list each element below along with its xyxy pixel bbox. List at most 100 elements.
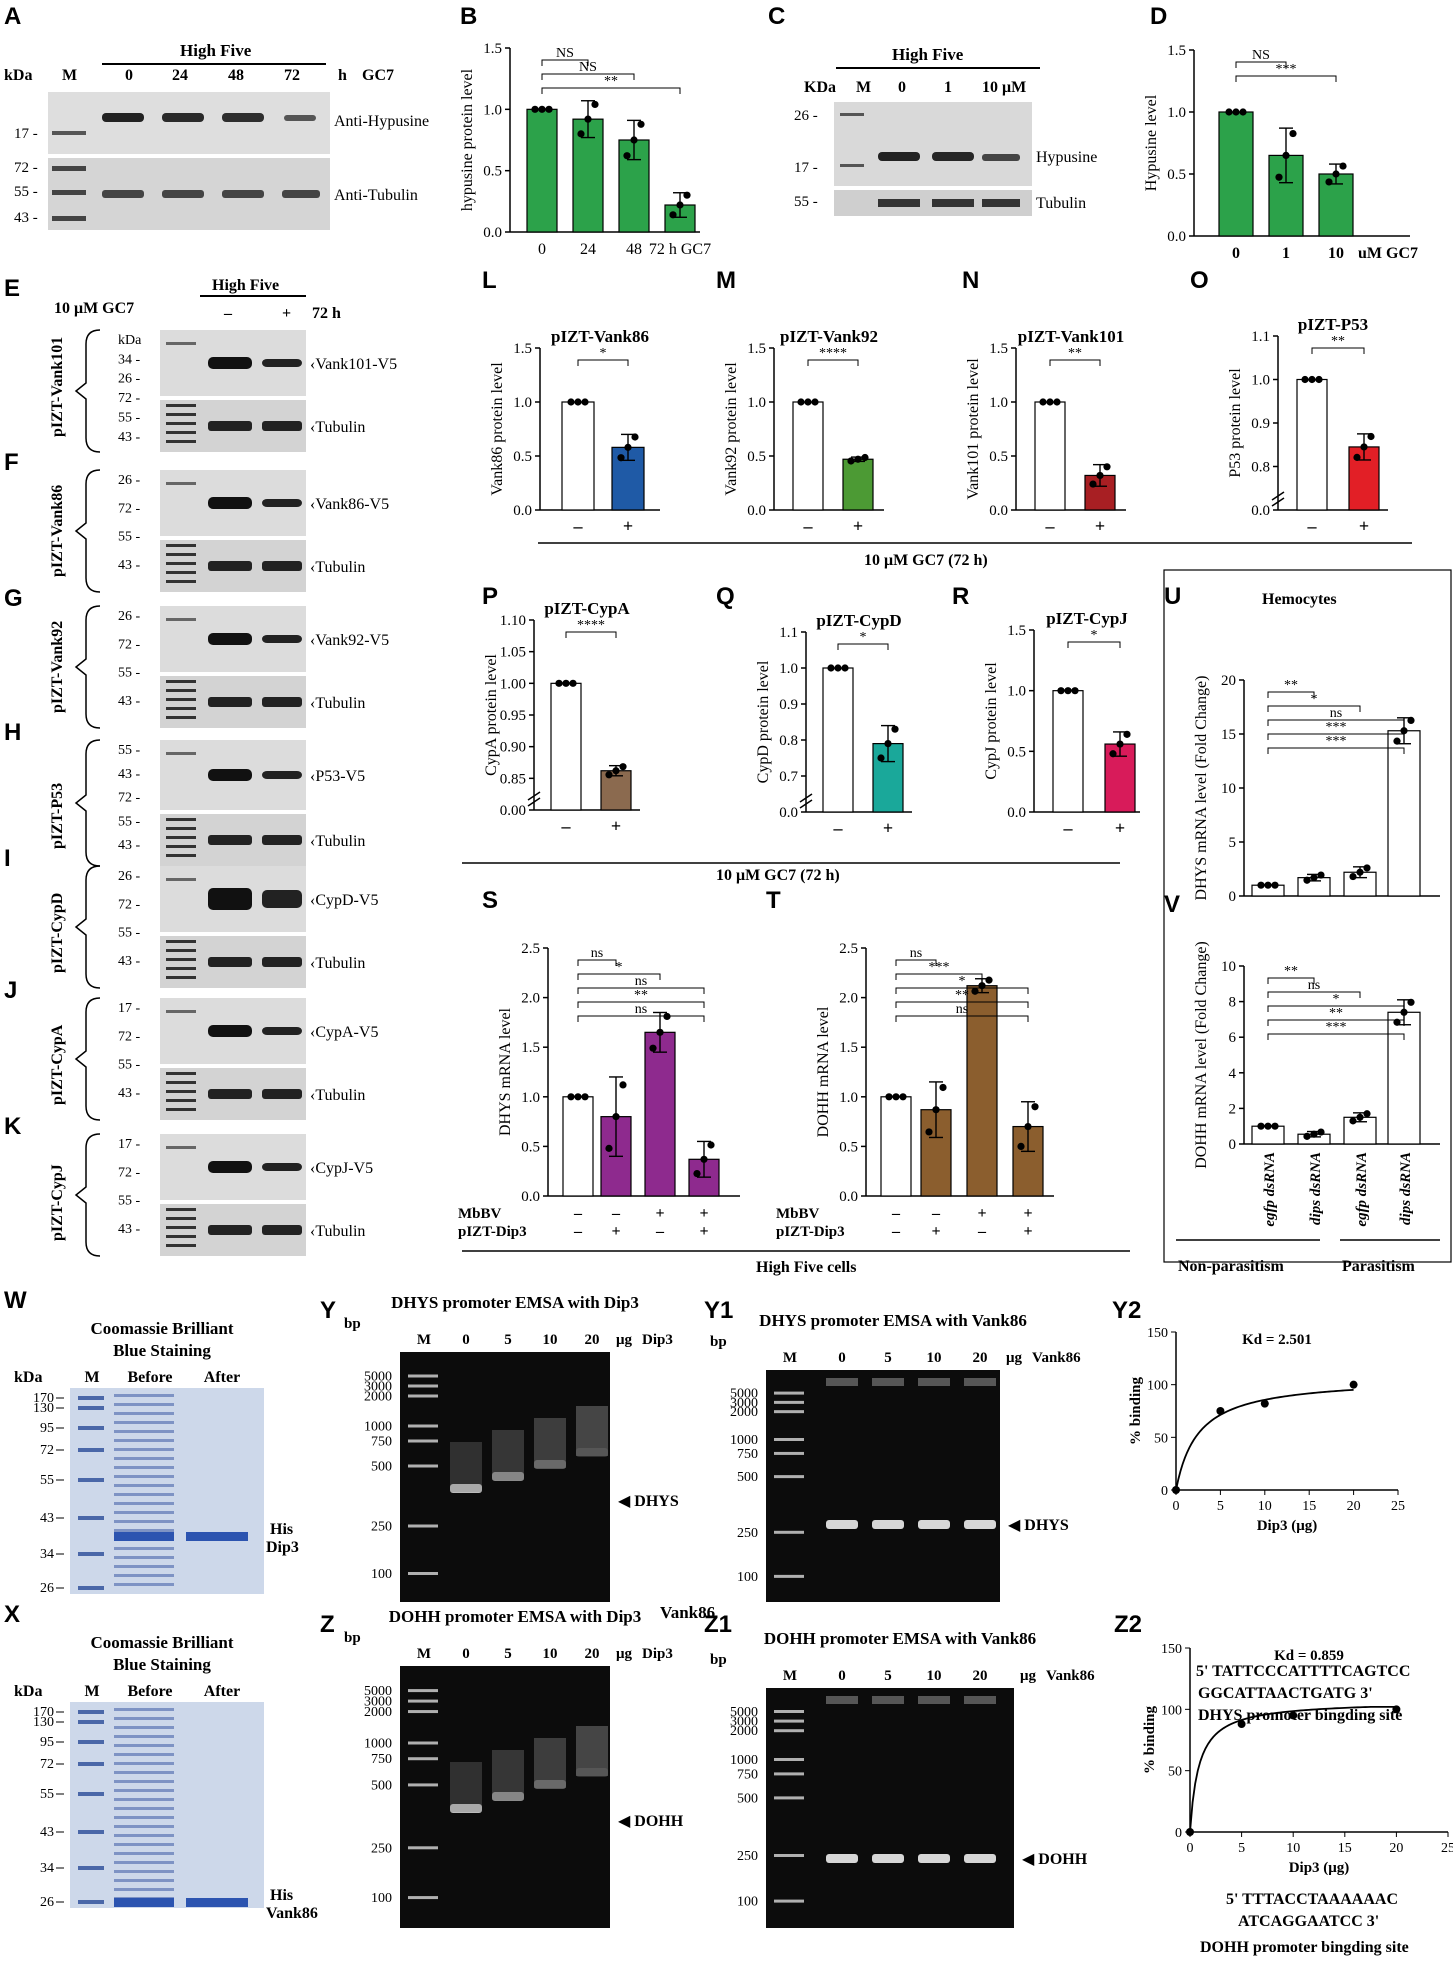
band-label: ‹CypA-V5 [310, 1024, 378, 1041]
lane-label: M [783, 1668, 797, 1684]
marker-band [166, 1146, 196, 1149]
significance-bracket [837, 643, 889, 650]
data-point [1257, 1122, 1265, 1130]
x-tick-label: – [1045, 516, 1056, 536]
sample-band [114, 1816, 174, 1819]
blot-image [48, 92, 330, 154]
significance-bracket [1235, 75, 1337, 82]
significance-label: ns [956, 1002, 968, 1017]
treatment-caption: 10 μM GC7 (72 h) [716, 867, 840, 884]
y-tick-label: 6 [1229, 1030, 1237, 1046]
chart-s: 0.0 0.5 1.0 1.5 2.0 2.5 DHYS mRNA level MbBV pIZ… [458, 941, 740, 1240]
shifted-smear [576, 1726, 608, 1776]
sample-band [114, 1475, 174, 1478]
chart-z2: 0 50 100 150 0 5 10 15 20 25 Dip3 (μg) % binding Kd … [1142, 1642, 1453, 1876]
row-label: pIZT-Dip3 [458, 1224, 527, 1240]
panel-letter: M [716, 267, 736, 294]
lane-label: 10 [543, 1646, 558, 1662]
significance-label: **** [577, 618, 605, 633]
x-tick-label: + [611, 816, 621, 836]
lane-label: 20 [585, 1646, 600, 1662]
lane-label: 20 [973, 1350, 988, 1366]
x-tick-label: + [883, 818, 893, 838]
mw-label: 750 [737, 1447, 758, 1462]
mw-label: 72 - [118, 1029, 141, 1044]
y-tick-label: 0.5 [483, 164, 502, 180]
target-band [114, 1532, 174, 1541]
data-point [581, 1093, 589, 1101]
lane-label: M [417, 1646, 431, 1662]
row-label: MbBV [458, 1206, 502, 1222]
mw-label: 5000 [730, 1387, 758, 1402]
mw-label: 100 [371, 1567, 392, 1582]
marker-band [166, 1217, 196, 1220]
lane-label: 10 [543, 1332, 558, 1348]
marker-band [78, 1516, 104, 1520]
tubulin-band [208, 1225, 252, 1235]
marker-band [166, 482, 196, 485]
data-point [649, 1044, 657, 1052]
y-axis-label: Vank86 protein level [489, 362, 506, 496]
x-tick-label: 0 [1232, 245, 1240, 262]
lane-label: 0 [462, 1646, 470, 1662]
data-point [1349, 1380, 1358, 1389]
chart-title: pIZT-CypA [544, 599, 630, 618]
blot-title: High Five [212, 277, 279, 294]
sample-band [114, 1448, 174, 1451]
data-point [574, 398, 582, 406]
ladder-band [408, 1783, 438, 1787]
data-point [1339, 162, 1347, 170]
mw-label: 72 - [14, 160, 38, 176]
sample-band [208, 769, 252, 781]
x-tick-label: 10 [1328, 245, 1344, 262]
mw-label: 2000 [364, 1390, 392, 1405]
significance-bracket [807, 359, 859, 366]
gel-title: DHYS promoter EMSA with Dip3 [391, 1293, 639, 1312]
data-point [693, 1169, 701, 1178]
unit-label: h [338, 67, 347, 84]
data-point [1109, 750, 1117, 758]
x-tick-label: 25 [1391, 1499, 1405, 1514]
significance-bracket [577, 959, 617, 966]
marker-band [166, 878, 196, 881]
mw-label: 2000 [364, 1705, 392, 1720]
sample-band [114, 1834, 174, 1837]
sample-band [114, 1529, 174, 1532]
data-point [1031, 1103, 1039, 1111]
tubulin-band [208, 1089, 252, 1099]
band-label: ‹Tubulin [310, 419, 365, 436]
row-sign: – [573, 1205, 583, 1222]
significance-label: NS [579, 60, 597, 75]
sample-band [208, 497, 252, 509]
kda-label: kDa [14, 1369, 42, 1386]
mw-label: 3000 [730, 1715, 758, 1730]
data-point [1186, 1828, 1194, 1836]
marker-label: M [62, 67, 77, 84]
mw-label: kDa [118, 333, 142, 348]
y-tick-label: 0.0 [1007, 805, 1026, 821]
gel-title: Coomassie Brilliant [90, 1319, 233, 1338]
gel-title: DHYS promoter EMSA with Vank86 [759, 1311, 1027, 1330]
mw-label: 43 [40, 1825, 54, 1840]
mw-label: 1000 [364, 1737, 392, 1752]
significance-label: * [616, 960, 623, 975]
x-tick-label: 72 h GC7 [649, 241, 711, 258]
y-tick-label: 0.5 [521, 1139, 540, 1155]
gel-image [766, 1688, 1014, 1928]
sample-band [208, 633, 252, 645]
data-point [1400, 1008, 1408, 1016]
x-tick-label: 24 [580, 241, 596, 258]
data-point [605, 771, 613, 779]
y-tick-label: 2 [1229, 1101, 1237, 1117]
data-point [1393, 737, 1401, 745]
marker-band [166, 342, 196, 345]
panel-letter: Z1 [704, 1611, 732, 1638]
y-tick-label: 1.1 [779, 625, 798, 641]
data-point [700, 1155, 708, 1163]
data-point [861, 453, 869, 462]
significance-bracket [1067, 641, 1121, 648]
construct-bracket [74, 605, 101, 729]
data-point [1017, 1142, 1025, 1150]
lane-label: 48 [228, 67, 244, 84]
